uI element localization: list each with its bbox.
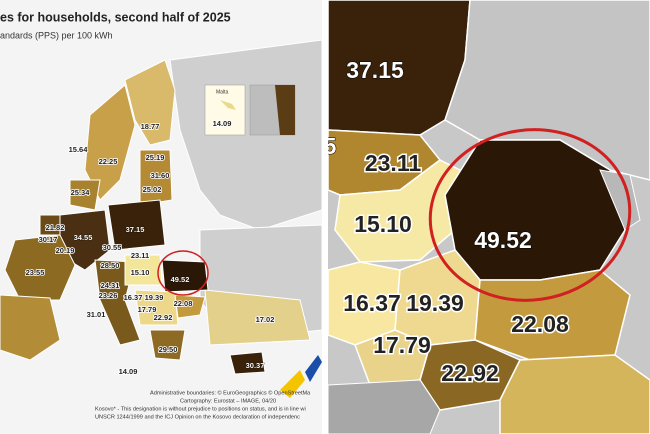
map-subtitle: andards (PPS) per 100 kWh (0, 30, 113, 40)
region-label: 18.77 (141, 122, 160, 131)
region-label: 14.09 (119, 367, 138, 376)
footer-line: Kosovo* - This designation is without pr… (95, 406, 306, 412)
region-label: 23.26 (99, 291, 118, 300)
map-title: es for households, second half of 2025 (0, 10, 231, 24)
region-label: 37.15 (346, 57, 404, 83)
region-label: 30.17 (39, 235, 58, 244)
right-labels: 37.15 5 23.11 15.10 49.52 16.37 19.39 17.79 22.0… (324, 57, 570, 388)
region-label: 25.19 (146, 153, 165, 162)
region-label: 24.31 (101, 281, 120, 290)
region-label: 17.79 (138, 305, 157, 314)
region-label: 19.39 (145, 293, 164, 302)
region-label: 34.55 (74, 233, 93, 242)
region-label: 28.50 (101, 261, 120, 270)
region-label: 23.55 (26, 268, 45, 277)
region-label: 22.25 (99, 157, 118, 166)
footer-line: Cartography: Eurostat – IMAGE, 04/20 (180, 398, 276, 404)
region-label: 23.11 (131, 251, 149, 260)
region-label: 23.11 (365, 150, 421, 176)
region-label: 37.15 (126, 225, 145, 234)
region-label: 15.10 (354, 211, 412, 237)
region-label: 22.92 (154, 313, 173, 322)
region-label: 17.02 (256, 315, 275, 324)
region-label: 16.37 (343, 290, 401, 316)
inset-value: 14.09 (213, 119, 232, 128)
region-label: 22.92 (441, 360, 499, 386)
region-label: 49.52 (474, 227, 532, 253)
region-label: 49.52 (171, 275, 190, 284)
left-labels: 18.77 15.64 22.25 25.19 31.60 25.02 25.34 21.82… (25, 121, 275, 377)
footer-line: UNSCR 1244/1999 and the ICJ Opinion on t… (95, 414, 300, 420)
region-label: 22.08 (174, 299, 193, 308)
region-label: 25.02 (143, 185, 162, 194)
region-label: 31.01 (87, 310, 106, 319)
footer-line: Administrative boundaries: © EuroGeograp… (150, 389, 311, 396)
region-label: 15.10 (131, 268, 150, 277)
footer: Administrative boundaries: © EuroGeograp… (95, 389, 311, 420)
region-label: 15.64 (69, 145, 89, 154)
region-label: 30.55 (103, 243, 122, 252)
region-label: 5 (324, 133, 337, 159)
region-label: 19.39 (406, 290, 464, 316)
inset-name: Malta (216, 89, 228, 95)
region-label: 29.50 (159, 345, 178, 354)
region-label: 25.34 (71, 188, 91, 197)
region-label: 30.37 (246, 361, 265, 370)
region-label: 16.37 (124, 293, 143, 302)
region-label: 22.08 (511, 311, 569, 337)
region-label: 17.79 (373, 332, 431, 358)
region-label: 31.60 (151, 171, 170, 180)
left-map: es for households, second half of 2025 a… (0, 0, 322, 434)
right-map: 37.15 5 23.11 15.10 49.52 16.37 19.39 17.79 22.0… (324, 0, 650, 434)
region-label: 21.82 (46, 223, 65, 232)
region-label: 20.19 (56, 246, 75, 255)
